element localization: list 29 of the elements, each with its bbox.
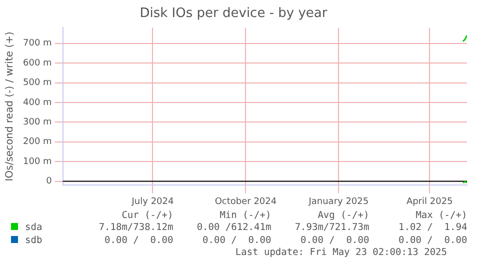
y-tick-label: 0 bbox=[46, 176, 52, 187]
y-tick-label: 700 m bbox=[22, 38, 52, 49]
text: 0.00 / 0.00 bbox=[398, 234, 468, 247]
y-axis-title: IOs/second read (-) / write (+) bbox=[4, 32, 16, 182]
x-tick-label: January 2025 bbox=[308, 196, 369, 207]
text: 0.00 / 0.00 bbox=[104, 234, 174, 247]
y-tick-label: 100 m bbox=[22, 156, 52, 167]
y-tick-label: 600 m bbox=[22, 58, 52, 68]
text: 7.93m/721.73m bbox=[294, 221, 370, 234]
text: Last update: Fri May 23 02:00:13 2025 bbox=[234, 247, 448, 258]
text: 0.00 /612.41m bbox=[196, 221, 272, 234]
legend-label: sda bbox=[24, 221, 44, 234]
text: 0.00 / 0.00 bbox=[300, 234, 370, 247]
chart-title: Disk IOs per device - by year bbox=[140, 6, 328, 22]
text: 7.18m/738.12m bbox=[98, 221, 174, 234]
x-tick-label: October 2024 bbox=[214, 196, 277, 207]
y-tick-label: 400 m bbox=[22, 98, 52, 108]
x-tick-label: July 2024 bbox=[130, 196, 174, 207]
y-tick-label: 300 m bbox=[22, 118, 52, 128]
x-tick-label: April 2025 bbox=[406, 196, 453, 207]
y-tick-label: 200 m bbox=[22, 137, 52, 148]
text: Max (-/+) bbox=[414, 210, 468, 221]
y-tick-label: 500 m bbox=[22, 78, 52, 88]
text: 1.02 / 1.94 bbox=[398, 221, 468, 234]
text: Min (-/+) bbox=[218, 210, 272, 221]
text: Cur (-/+) bbox=[120, 210, 174, 221]
text: 0.00 / 0.00 bbox=[202, 234, 272, 247]
legend-label: sdb bbox=[24, 234, 44, 247]
text: Avg (-/+) bbox=[316, 210, 370, 221]
